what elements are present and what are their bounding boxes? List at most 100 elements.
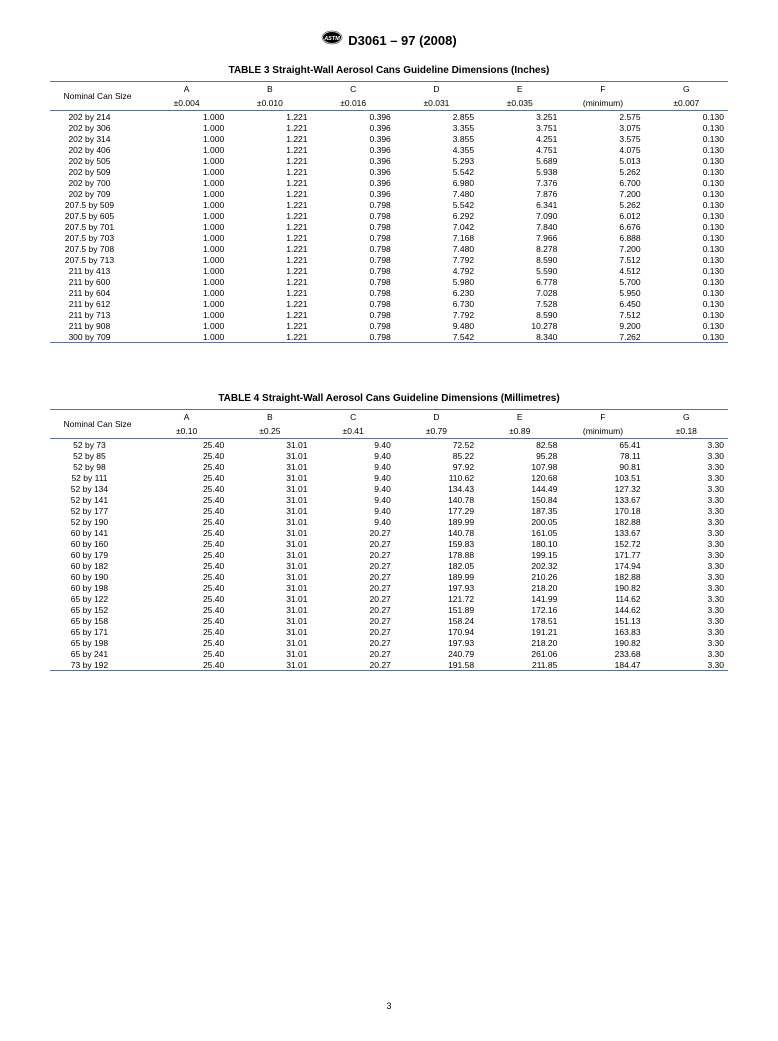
value-cell: 4.251 [478, 133, 561, 144]
value-cell: 4.075 [561, 144, 644, 155]
nominal-size-cell: 211 by 413 [50, 265, 145, 276]
value-cell: 210.26 [478, 571, 561, 582]
value-cell: 31.01 [228, 593, 311, 604]
value-cell: 25.40 [145, 560, 228, 571]
nominal-size-cell: 211 by 713 [50, 309, 145, 320]
nominal-size-cell: 207.5 by 509 [50, 199, 145, 210]
value-cell: 0.798 [312, 265, 395, 276]
nominal-size-cell: 207.5 by 701 [50, 221, 145, 232]
value-cell: 1.000 [145, 276, 228, 287]
table-row: 65 by 19825.4031.0120.27197.93218.20190.… [50, 637, 728, 648]
table-row: 202 by 2141.0001.2210.3962.8553.2512.575… [50, 111, 728, 123]
value-cell: 0.798 [312, 232, 395, 243]
value-cell: 0.396 [312, 133, 395, 144]
value-cell: 1.221 [228, 210, 311, 221]
table-row: 65 by 17125.4031.0120.27170.94191.21163.… [50, 626, 728, 637]
nominal-size-cell: 60 by 179 [50, 549, 145, 560]
table-row: 207.5 by 6051.0001.2210.7986.2927.0906.0… [50, 210, 728, 221]
table4-col-tolerance: ±0.41 [312, 424, 395, 439]
value-cell: 9.40 [312, 450, 395, 461]
value-cell: 25.40 [145, 516, 228, 527]
table3-title: TABLE 3 Straight-Wall Aerosol Cans Guide… [50, 65, 728, 76]
value-cell: 144.62 [561, 604, 644, 615]
table-row: 211 by 9081.0001.2210.7989.48010.2789.20… [50, 320, 728, 331]
value-cell: 3.30 [645, 483, 728, 494]
value-cell: 9.480 [395, 320, 478, 331]
value-cell: 7.966 [478, 232, 561, 243]
table4-header: Nominal Can SizeABCDEFG ±0.10±0.25±0.41±… [50, 410, 728, 439]
table-row: 202 by 5091.0001.2210.3965.5425.9385.262… [50, 166, 728, 177]
value-cell: 1.000 [145, 155, 228, 166]
value-cell: 0.396 [312, 111, 395, 123]
value-cell: 9.40 [312, 461, 395, 472]
table4: Nominal Can SizeABCDEFG ±0.10±0.25±0.41±… [50, 409, 728, 671]
value-cell: 3.751 [478, 122, 561, 133]
value-cell: 3.30 [645, 659, 728, 671]
table-row: 52 by 13425.4031.019.40134.43144.49127.3… [50, 483, 728, 494]
table4-col-tolerance: ±0.79 [395, 424, 478, 439]
value-cell: 31.01 [228, 461, 311, 472]
value-cell: 5.950 [561, 287, 644, 298]
value-cell: 3.075 [561, 122, 644, 133]
value-cell: 1.221 [228, 122, 311, 133]
value-cell: 0.130 [645, 199, 728, 210]
nominal-size-cell: 202 by 214 [50, 111, 145, 123]
value-cell: 1.221 [228, 276, 311, 287]
nominal-size-cell: 202 by 509 [50, 166, 145, 177]
value-cell: 180.10 [478, 538, 561, 549]
value-cell: 20.27 [312, 593, 395, 604]
value-cell: 5.293 [395, 155, 478, 166]
value-cell: 3.30 [645, 571, 728, 582]
value-cell: 20.27 [312, 560, 395, 571]
table-row: 202 by 7091.0001.2210.3967.4807.8767.200… [50, 188, 728, 199]
value-cell: 1.221 [228, 188, 311, 199]
value-cell: 7.480 [395, 243, 478, 254]
value-cell: 25.40 [145, 604, 228, 615]
value-cell: 1.221 [228, 298, 311, 309]
nominal-size-cell: 65 by 171 [50, 626, 145, 637]
value-cell: 3.30 [645, 626, 728, 637]
value-cell: 3.30 [645, 604, 728, 615]
value-cell: 6.700 [561, 177, 644, 188]
value-cell: 1.000 [145, 111, 228, 123]
value-cell: 0.130 [645, 210, 728, 221]
value-cell: 191.21 [478, 626, 561, 637]
document-header: ASTM D3061 – 97 (2008) [50, 30, 728, 50]
nominal-size-cell: 202 by 406 [50, 144, 145, 155]
table-row: 207.5 by 7131.0001.2210.7987.7928.5907.5… [50, 254, 728, 265]
value-cell: 25.40 [145, 659, 228, 671]
value-cell: 3.355 [395, 122, 478, 133]
value-cell: 7.512 [561, 254, 644, 265]
astm-logo-icon: ASTM [321, 30, 343, 50]
value-cell: 171.77 [561, 549, 644, 560]
value-cell: 3.30 [645, 439, 728, 451]
value-cell: 0.798 [312, 287, 395, 298]
value-cell: 31.01 [228, 483, 311, 494]
value-cell: 0.798 [312, 320, 395, 331]
value-cell: 31.01 [228, 549, 311, 560]
nominal-size-cell: 60 by 160 [50, 538, 145, 549]
value-cell: 0.798 [312, 221, 395, 232]
nominal-size-cell: 207.5 by 703 [50, 232, 145, 243]
value-cell: 72.52 [395, 439, 478, 451]
nominal-size-cell: 211 by 604 [50, 287, 145, 298]
table-row: 211 by 6001.0001.2210.7985.9806.7785.700… [50, 276, 728, 287]
document-title: D3061 – 97 (2008) [348, 33, 456, 48]
value-cell: 0.798 [312, 210, 395, 221]
value-cell: 1.000 [145, 210, 228, 221]
table-row: 52 by 17725.4031.019.40177.29187.35170.1… [50, 505, 728, 516]
value-cell: 9.40 [312, 472, 395, 483]
value-cell: 1.221 [228, 287, 311, 298]
value-cell: 9.200 [561, 320, 644, 331]
table-row: 52 by 19025.4031.019.40189.99200.05182.8… [50, 516, 728, 527]
value-cell: 3.30 [645, 450, 728, 461]
value-cell: 3.30 [645, 593, 728, 604]
table-row: 65 by 15825.4031.0120.27158.24178.51151.… [50, 615, 728, 626]
value-cell: 20.27 [312, 538, 395, 549]
page-number: 3 [0, 1001, 778, 1011]
value-cell: 177.29 [395, 505, 478, 516]
value-cell: 10.278 [478, 320, 561, 331]
table4-col-letter: D [395, 410, 478, 425]
value-cell: 9.40 [312, 483, 395, 494]
value-cell: 31.01 [228, 472, 311, 483]
